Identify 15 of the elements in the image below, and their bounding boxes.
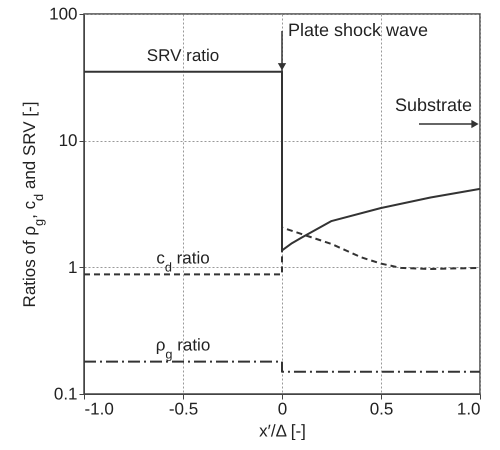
y-tick-label: 1	[68, 258, 78, 277]
x-tick-label: -1.0	[84, 400, 114, 418]
annotation: Plate shock wave	[288, 20, 428, 40]
x-tick-label: 1.0	[456, 400, 480, 418]
y-tick-label: 100	[49, 4, 78, 24]
x-tick-label: 0.5	[370, 400, 394, 418]
x-tick-label: 0	[278, 400, 288, 418]
y-tick-label: 0.1	[54, 384, 78, 404]
series-label: ρ$_{g}$ ratio	[156, 336, 210, 362]
series-label: SRV ratio	[146, 46, 220, 65]
series-label: c$_{d}$ ratio	[156, 248, 210, 274]
annotation: Substrate	[394, 95, 472, 115]
x-axis-title: x′/Δ [-]	[259, 422, 306, 440]
x-tick-label: -0.5	[168, 400, 198, 418]
y-tick-label: 10	[58, 131, 78, 150]
